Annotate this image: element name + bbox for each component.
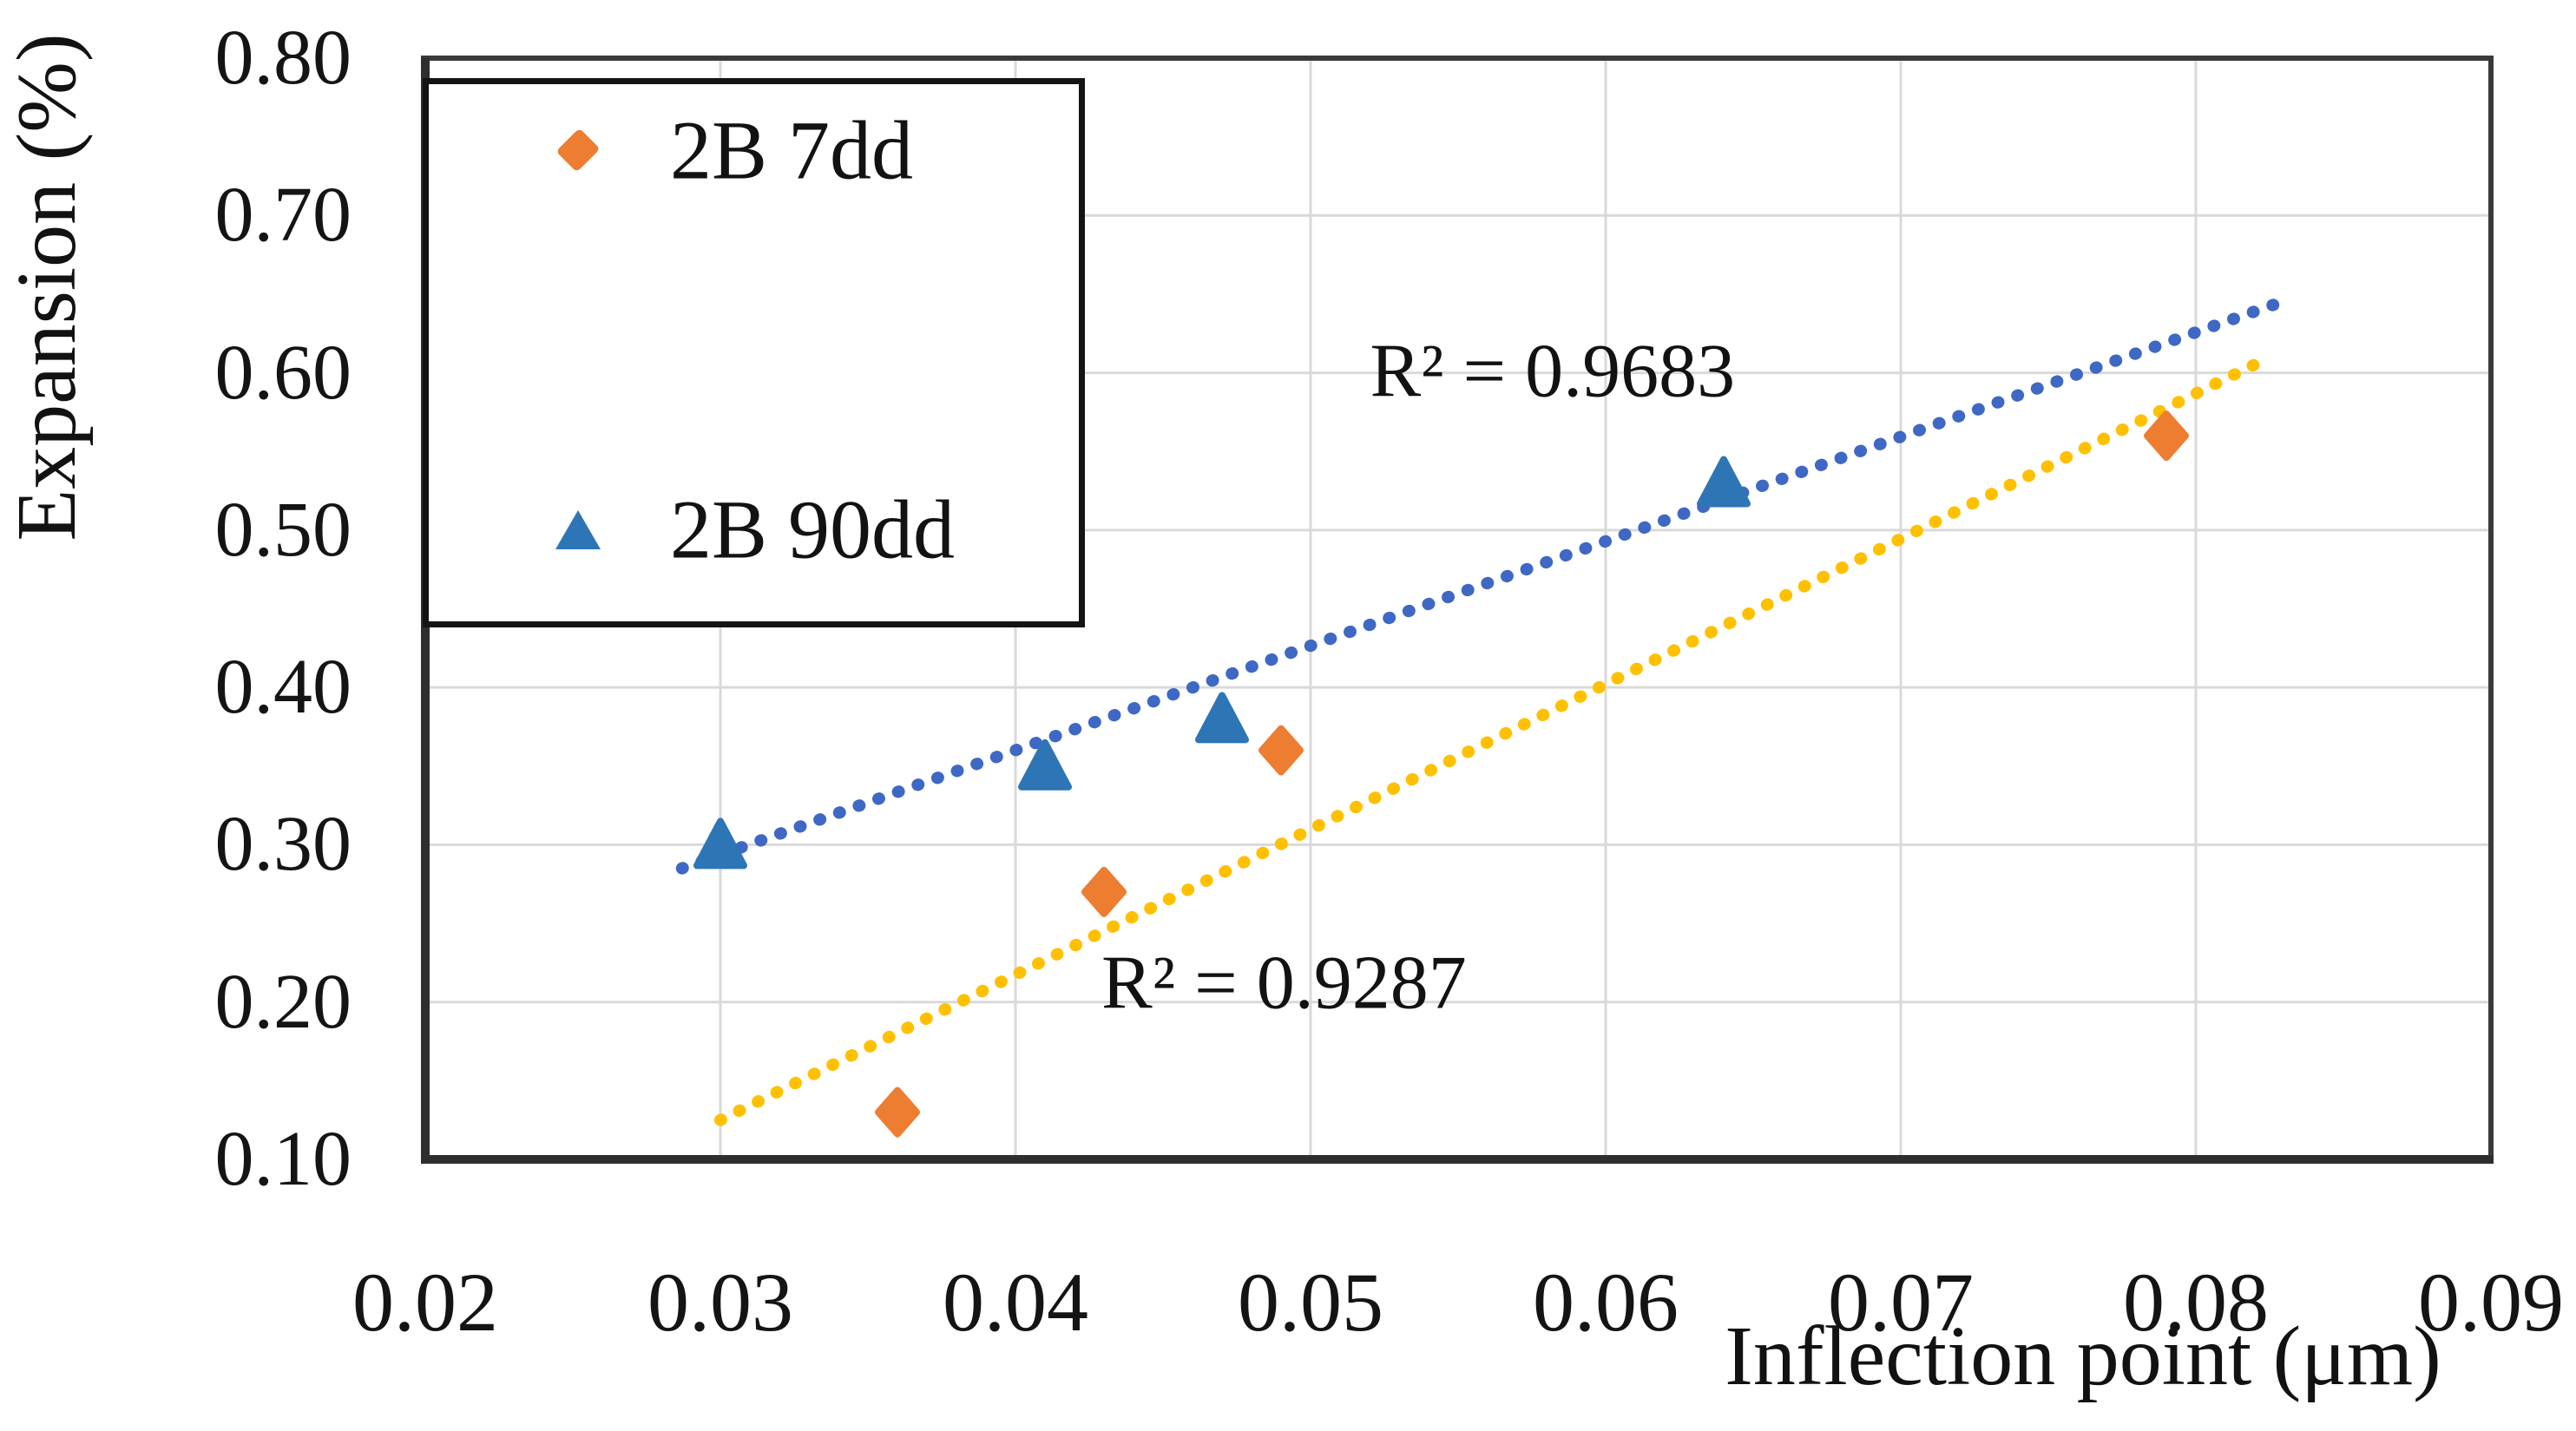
- legend-item-2b-7dd: 2B 7dd: [429, 98, 1079, 202]
- x-tick-label: 0.06: [1533, 1256, 1679, 1349]
- x-tick-label: 0.02: [352, 1256, 498, 1349]
- trendline-dotted-2b-90dd: [675, 295, 2288, 875]
- r-squared-annotation-blue: R² = 0.9683: [1370, 329, 1736, 414]
- data-point-diamond: [1081, 866, 1127, 917]
- y-tick-label: 0.40: [214, 644, 352, 731]
- y-tick-label: 0.70: [214, 172, 352, 259]
- r-squared-annotation-gold: R² = 0.9287: [1101, 941, 1467, 1026]
- y-tick-label: 0.50: [214, 486, 352, 573]
- legend-triangle-icon: [554, 505, 602, 554]
- x-tick-label: 0.08: [2123, 1256, 2269, 1349]
- data-point-diamond: [875, 1086, 920, 1138]
- legend-label-2b-7dd: 2B 7dd: [670, 103, 914, 197]
- y-axis-title: Expansion (%): [0, 33, 94, 542]
- y-tick-label: 0.80: [214, 15, 352, 101]
- data-point-triangle: [1697, 456, 1751, 508]
- trendline-dotted-2b-7dd: [714, 352, 2273, 1126]
- data-point-diamond: [1258, 725, 1304, 776]
- data-point-triangle: [1195, 692, 1249, 744]
- y-tick-label: 0.20: [214, 958, 352, 1045]
- x-tick-label: 0.07: [1828, 1256, 1974, 1349]
- legend-item-2b-90dd: 2B 90dd: [429, 477, 1079, 581]
- legend-label-2b-90dd: 2B 90dd: [670, 482, 956, 576]
- x-tick-label: 0.03: [647, 1256, 793, 1349]
- legend-diamond-icon: [554, 126, 602, 174]
- x-tick-label: 0.04: [943, 1256, 1088, 1349]
- x-tick-label: 0.09: [2418, 1256, 2564, 1349]
- data-point-triangle: [1018, 738, 1072, 791]
- x-tick-label: 0.05: [1238, 1256, 1383, 1349]
- legend: 2B 7dd 2B 90dd: [423, 78, 1085, 627]
- data-point-diamond: [2144, 410, 2189, 462]
- y-tick-label: 0.30: [214, 801, 352, 888]
- data-point-triangle: [693, 817, 747, 870]
- y-tick-label: 0.10: [214, 1116, 352, 1202]
- x-axis-title: Inflection point (μm): [1725, 1310, 2441, 1403]
- y-tick-label: 0.60: [214, 329, 352, 416]
